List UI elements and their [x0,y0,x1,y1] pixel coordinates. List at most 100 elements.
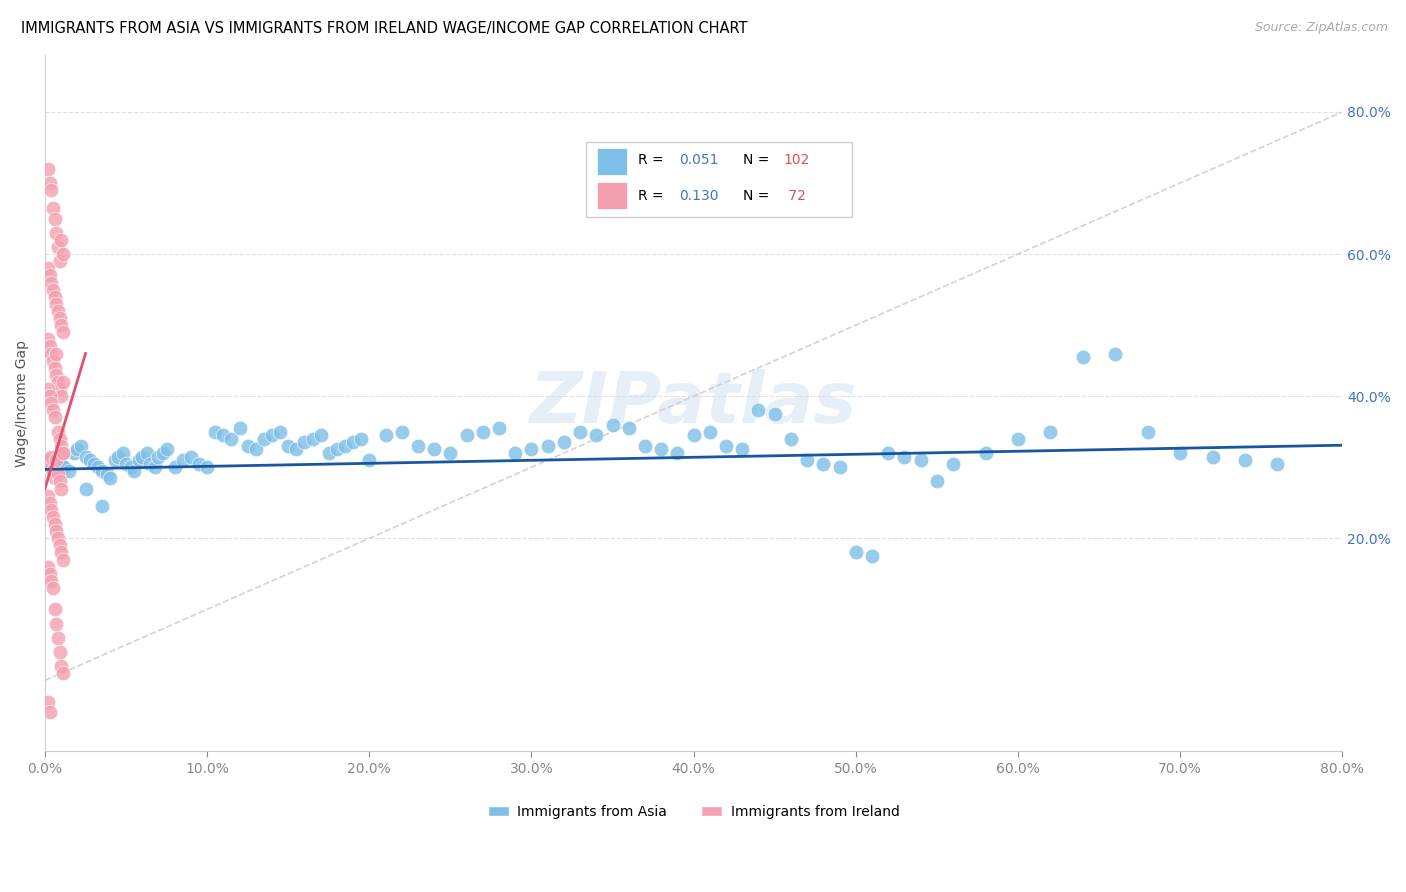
Point [37,489,59,503]
FancyBboxPatch shape [586,143,852,217]
Text: R =: R = [638,153,668,168]
Point [139,457,162,471]
Point [650,442,672,457]
Point [1168,446,1191,460]
Point [83,457,105,471]
Point [37,559,59,574]
Bar [598,148,627,175]
Point [180,450,202,464]
Point [41,183,63,197]
Text: 0.130: 0.130 [679,189,718,202]
Point [406,439,429,453]
Point [350,432,373,446]
Point [41,346,63,360]
Point [46,304,69,318]
Point [44,471,66,485]
Point [42,510,65,524]
Point [44,360,66,375]
Point [90,500,112,514]
Point [1039,425,1062,439]
Point [37,261,59,276]
Point [45,616,67,631]
Point [456,428,478,442]
Text: IMMIGRANTS FROM ASIA VS IMMIGRANTS FROM IRELAND WAGE/INCOME GAP CORRELATION CHAR: IMMIGRANTS FROM ASIA VS IMMIGRANTS FROM … [21,21,748,36]
Point [1104,346,1126,360]
Point [87,460,110,475]
Point [44,602,66,616]
Point [925,475,948,489]
Point [75,482,97,496]
Point [285,442,308,457]
Point [51,233,73,247]
Point [45,453,67,467]
Point [152,446,174,460]
Point [143,460,166,475]
Point [45,226,67,240]
Point [46,425,69,439]
Point [52,446,75,460]
Point [520,442,543,457]
Point [763,407,786,421]
Point [46,450,69,464]
Text: N =: N = [742,189,773,202]
Point [48,645,70,659]
Point [52,247,75,261]
Point [488,421,510,435]
Point [48,311,70,326]
Text: 72: 72 [783,189,806,202]
Point [634,439,657,453]
Point [38,389,60,403]
Point [42,403,65,417]
Point [537,439,560,453]
Text: 102: 102 [783,153,810,168]
Point [90,464,112,478]
Point [52,325,75,339]
Point [204,425,226,439]
Point [318,446,340,460]
Point [136,446,159,460]
Point [41,396,63,410]
Point [107,450,129,464]
Point [269,425,291,439]
Point [714,439,737,453]
Point [245,442,267,457]
Point [53,460,76,475]
Point [51,439,73,453]
Point [37,332,59,346]
Point [155,442,177,457]
Point [602,417,624,432]
Point [41,574,63,588]
Point [37,382,59,396]
Point [860,549,883,563]
Point [48,382,70,396]
Point [780,432,803,446]
Point [747,403,769,417]
Point [48,432,70,446]
Point [942,457,965,471]
Point [1136,425,1159,439]
Point [796,453,818,467]
Point [51,389,73,403]
Point [51,457,73,471]
Point [52,375,75,389]
Point [38,566,60,581]
Point [910,453,932,467]
Point [66,442,89,457]
Point [131,450,153,464]
Point [38,176,60,190]
Point [260,428,283,442]
Point [1071,350,1094,364]
Point [38,339,60,353]
Point [38,496,60,510]
Point [1267,457,1289,471]
Point [58,464,80,478]
Point [128,453,150,467]
Point [423,442,446,457]
Point [48,538,70,552]
Point [44,211,66,226]
Point [122,464,145,478]
Point [42,581,65,595]
Point [45,346,67,360]
Point [37,695,59,709]
Point [69,439,91,453]
